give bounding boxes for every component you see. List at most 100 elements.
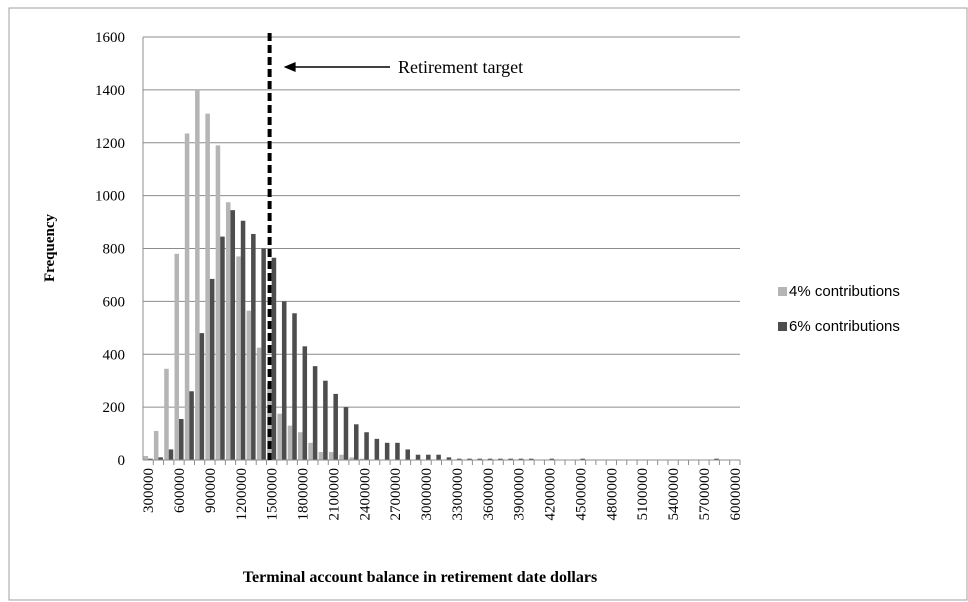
x-tick-label: 3900000 [512, 468, 528, 521]
y-tick-label: 200 [103, 400, 126, 416]
x-tick-label: 4200000 [543, 468, 559, 521]
legend-label: 4% contributions [789, 283, 900, 300]
bar [323, 380, 328, 460]
chart-frame [8, 7, 968, 601]
bar [343, 407, 349, 460]
bar [580, 458, 585, 460]
bar [256, 347, 262, 460]
x-tick-label: 1200000 [234, 468, 250, 521]
x-tick-label: 600000 [172, 468, 188, 513]
bar [426, 454, 431, 460]
x-tick-label: 4800000 [604, 468, 620, 521]
bar [446, 457, 452, 460]
bar [364, 432, 369, 460]
bar [395, 442, 400, 460]
bar [477, 458, 483, 460]
bar [467, 458, 472, 460]
bar [333, 393, 338, 460]
bar [277, 413, 282, 460]
bar [164, 368, 169, 460]
x-tick-label: 2100000 [326, 468, 342, 521]
bar [209, 278, 215, 460]
legend-label: 6% contributions [789, 318, 900, 335]
bar [308, 442, 313, 460]
bar [312, 366, 318, 460]
bar [405, 449, 411, 460]
bar [184, 133, 190, 460]
bar [456, 458, 462, 460]
bar [199, 333, 205, 460]
bar [549, 458, 555, 460]
bar [271, 257, 277, 460]
bar [349, 457, 355, 460]
bar [281, 301, 287, 460]
x-tick-label: 900000 [203, 468, 219, 513]
bar [415, 454, 421, 460]
bar [339, 454, 344, 460]
bar [528, 458, 534, 460]
bar [215, 145, 221, 461]
bar [246, 310, 252, 460]
bar [436, 454, 441, 460]
y-axis-title: Frequency [42, 213, 58, 282]
bar [318, 452, 324, 460]
annotation-text: Retirement target [398, 57, 523, 77]
bar [384, 442, 390, 460]
x-tick-label: 5400000 [666, 468, 682, 521]
bar [230, 210, 236, 460]
bar [153, 430, 159, 460]
x-tick-label: 3300000 [450, 468, 466, 521]
x-tick-label: 2700000 [388, 468, 404, 521]
y-tick-label: 1400 [95, 83, 125, 99]
bar [328, 452, 334, 460]
bar [508, 458, 513, 460]
bar [220, 236, 225, 460]
bar [240, 220, 246, 460]
bar [374, 438, 380, 460]
x-tick-label: 3000000 [419, 468, 435, 521]
bar [158, 457, 163, 460]
x-tick-label: 5100000 [635, 468, 651, 521]
x-axis-title: Terminal account balance in retirement d… [243, 569, 597, 586]
x-tick-label: 3600000 [481, 468, 497, 521]
bar [498, 458, 503, 460]
x-tick-label: 4500000 [573, 468, 589, 521]
bar [225, 202, 231, 460]
bar [518, 458, 524, 460]
bar [302, 346, 308, 460]
bar [487, 458, 493, 460]
bar [261, 248, 266, 460]
bar [148, 458, 153, 460]
y-tick-label: 400 [103, 347, 126, 363]
y-tick-label: 600 [103, 294, 126, 310]
bar [251, 233, 256, 460]
bar [179, 419, 184, 460]
bar [189, 391, 194, 460]
bar [143, 456, 149, 460]
legend-swatch [778, 322, 787, 331]
bar [714, 458, 719, 460]
y-tick-label: 0 [118, 453, 126, 469]
bar [354, 424, 359, 460]
x-tick-label: 5700000 [697, 468, 713, 521]
y-tick-label: 1000 [95, 189, 125, 205]
x-tick-label: 2400000 [357, 468, 373, 521]
legend-swatch [778, 287, 787, 296]
bar [292, 313, 297, 460]
bar [359, 458, 365, 460]
x-tick-label: 1800000 [296, 468, 312, 521]
y-tick-label: 1200 [95, 136, 125, 152]
bar [168, 449, 174, 460]
bar [298, 432, 303, 460]
x-tick-label: 6000000 [728, 468, 744, 521]
bar [174, 253, 180, 460]
bar [205, 113, 210, 460]
bar [236, 256, 241, 460]
x-tick-label: 1500000 [265, 468, 281, 521]
bar [195, 89, 200, 460]
arrow-head [283, 62, 296, 72]
x-tick-label: 300000 [141, 468, 157, 513]
y-tick-label: 1600 [95, 30, 125, 46]
bar [287, 425, 293, 460]
